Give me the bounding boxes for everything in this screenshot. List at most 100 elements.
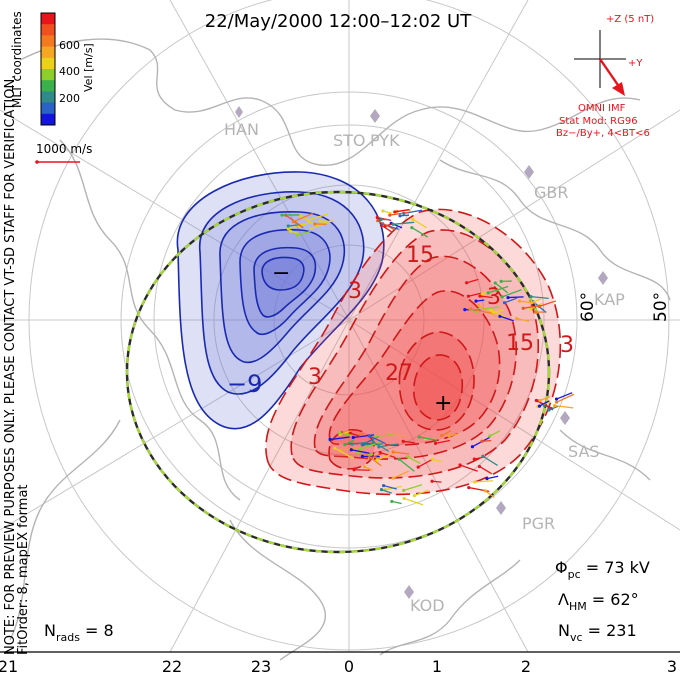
velocity-vector-origin bbox=[537, 404, 542, 408]
velocity-vector-origin bbox=[286, 227, 290, 231]
imf-vector bbox=[599, 58, 621, 89]
velocity-vector-origin bbox=[374, 434, 378, 438]
imf-source: OMNI IMF bbox=[578, 103, 626, 114]
imf-arrowhead-icon bbox=[612, 82, 625, 96]
heppner-maynard-boundary bbox=[125, 190, 551, 554]
station-marker bbox=[235, 106, 243, 118]
velocity-vector bbox=[491, 308, 505, 314]
colorbar-cell bbox=[41, 13, 55, 25]
velocity-vector bbox=[530, 295, 549, 300]
velocity-vector-origin bbox=[371, 440, 375, 444]
velocity-vector bbox=[466, 278, 479, 284]
velocity-vector bbox=[539, 300, 557, 307]
mlt-tick-3: 3 bbox=[667, 657, 677, 674]
velocity-vector bbox=[297, 230, 312, 236]
velocity-vector-origin bbox=[412, 493, 417, 498]
velocity-vector-origin bbox=[469, 307, 473, 311]
colorbar-cell bbox=[41, 80, 55, 92]
velocity-vector bbox=[486, 475, 499, 480]
velocity-vector-origin bbox=[391, 450, 395, 454]
velocity-vector bbox=[531, 298, 542, 304]
imf-z-label: +Z (5 nT) bbox=[606, 14, 654, 25]
velocity-vector bbox=[389, 211, 409, 216]
velocity-vector-origin bbox=[493, 281, 497, 285]
station-markers bbox=[235, 106, 608, 599]
velocity-vector-origin bbox=[473, 480, 477, 484]
imf-indicator: +Z (5 nT) +Y OMNI IMF Stat Mod: RG96 Bz−… bbox=[556, 14, 654, 139]
preview-note: NOTE: FOR PREVIEW PURPOSES ONLY. PLEASE … bbox=[3, 75, 18, 655]
velocity-vector bbox=[494, 282, 509, 294]
station-label-pgr: PGR bbox=[522, 514, 555, 533]
velocity-vector-origin bbox=[305, 218, 310, 222]
velocity-vector bbox=[479, 465, 492, 475]
velocity-vector bbox=[504, 297, 518, 304]
velocity-vector-origin bbox=[295, 233, 300, 237]
contour-label-27: 27 bbox=[385, 361, 413, 386]
velocity-vector-origin bbox=[333, 446, 337, 450]
mlt-tick-2: 2 bbox=[521, 657, 531, 674]
mlt-tick-1: 1 bbox=[432, 657, 442, 674]
velocity-vector-origin bbox=[521, 306, 525, 310]
stat-nrads: Nrads = 8 bbox=[44, 621, 114, 644]
positive-contour-labels: 3 15 27 3 3 15 3 bbox=[308, 243, 574, 390]
station-marker bbox=[404, 585, 414, 599]
station-label-pyk: PYK bbox=[370, 131, 400, 150]
velocity-vector-origin bbox=[476, 303, 480, 307]
velocity-vector bbox=[288, 223, 304, 230]
velocity-vector bbox=[468, 292, 482, 297]
mlt-axis-ticks: 21 22 23 0 1 2 3 bbox=[0, 657, 677, 674]
colorbar-cells bbox=[41, 13, 55, 126]
velocity-vector bbox=[379, 451, 396, 459]
velocity-vector-origin bbox=[430, 479, 434, 483]
velocity-vector bbox=[378, 443, 399, 448]
velocity-vector-origin bbox=[367, 434, 371, 438]
velocity-vector-origin bbox=[528, 307, 533, 311]
velocity-vector-origin bbox=[486, 291, 490, 295]
velocity-vector-origin bbox=[477, 464, 482, 469]
velocity-vectors bbox=[280, 208, 575, 506]
velocity-vector bbox=[519, 300, 536, 304]
velocity-vector-origin bbox=[480, 292, 484, 296]
velocity-vector bbox=[377, 220, 396, 231]
velocity-vector bbox=[311, 224, 323, 229]
velocity-vector bbox=[393, 221, 415, 225]
velocity-vector-origin bbox=[416, 465, 420, 469]
contour-label-3c: 3 bbox=[560, 333, 574, 358]
velocity-vector-origin bbox=[465, 281, 469, 285]
velocity-vector bbox=[412, 218, 427, 229]
mlt-tick-22: 22 bbox=[162, 657, 182, 674]
velocity-vector-origin bbox=[391, 476, 395, 480]
velocity-vector bbox=[293, 212, 314, 223]
station-label-sas: SAS bbox=[568, 442, 600, 461]
velocity-vector bbox=[391, 500, 402, 505]
contour-label-3a: 3 bbox=[348, 279, 362, 304]
velocity-vector bbox=[339, 432, 353, 437]
velocity-vector-origin bbox=[343, 442, 347, 447]
velocity-vector-origin bbox=[402, 488, 406, 492]
velocity-vector-origin bbox=[280, 213, 284, 217]
positive-potential-cell bbox=[265, 208, 562, 496]
velocity-vector-origin bbox=[358, 447, 362, 451]
velocity-vector-origin bbox=[402, 496, 406, 501]
velocity-vector-origin bbox=[554, 397, 559, 401]
station-marker bbox=[496, 501, 506, 515]
colorbar-label: Vel [m/s] bbox=[82, 43, 95, 92]
mlt-tick-21: 21 bbox=[0, 657, 18, 674]
velocity-vector bbox=[414, 489, 429, 497]
velocity-vector-origin bbox=[313, 222, 317, 226]
velocity-vector bbox=[489, 430, 501, 437]
velocity-vector-origin bbox=[417, 435, 421, 439]
velocity-vector-origin bbox=[349, 448, 353, 452]
velocity-vector-origin bbox=[388, 213, 392, 217]
velocity-colorbar: 600 400 200 Vel [m/s] bbox=[40, 12, 95, 126]
velocity-vector bbox=[435, 439, 451, 444]
velocity-vector-origin bbox=[390, 499, 394, 504]
imf-model-line2: Bz−/By+, 4<BT<6 bbox=[556, 128, 650, 139]
velocity-vector bbox=[370, 452, 383, 459]
stat-phi-pc: Φpc = 73 kV bbox=[555, 558, 650, 581]
velocity-vector-origin bbox=[555, 400, 559, 404]
map-title: 22/May/2000 12:00–12:02 UT bbox=[205, 11, 472, 32]
velocity-vector bbox=[394, 208, 410, 213]
station-marker bbox=[560, 411, 570, 425]
velocity-vector bbox=[403, 440, 415, 444]
